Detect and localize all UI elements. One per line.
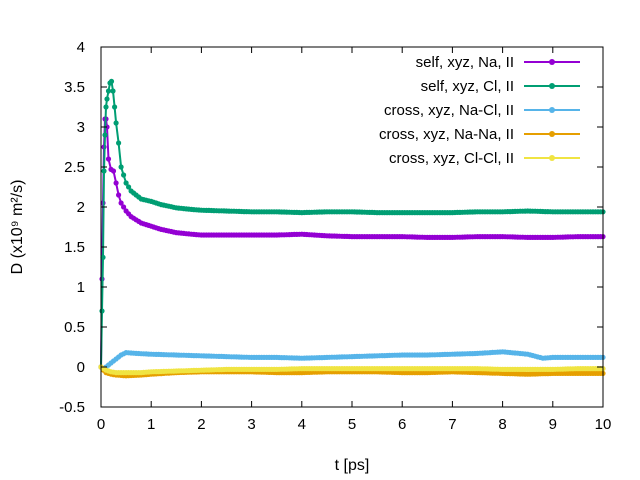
y-tick-label: 0 — [77, 359, 85, 376]
y-tick-label: 1 — [77, 279, 85, 296]
legend-entry: self, xyz, Cl, II — [421, 78, 580, 95]
series-1 — [98, 116, 606, 370]
x-tick-label: 6 — [398, 416, 406, 433]
legend: self, xyz, Na, II self, xyz, Cl, II cross,… — [379, 54, 580, 167]
legend-label: self, xyz, Na, II — [416, 54, 514, 71]
legend-marker — [549, 59, 555, 65]
data-point — [105, 88, 112, 94]
data-point — [118, 200, 124, 206]
legend-label: cross, xyz, Na-Na, II — [379, 126, 514, 143]
data-point — [116, 192, 122, 198]
legend-marker — [549, 107, 555, 113]
x-tick-label: 8 — [498, 416, 506, 433]
legend-marker — [549, 83, 555, 89]
data-point — [118, 164, 124, 170]
data-point — [105, 156, 112, 162]
series-2 — [98, 78, 606, 370]
y-tick-label: 0.5 — [64, 319, 85, 336]
series-4 — [98, 364, 606, 379]
data-point — [116, 140, 122, 146]
series-5 — [98, 364, 606, 376]
legend-label: self, xyz, Cl, II — [421, 78, 514, 95]
y-tick-label: 3 — [77, 119, 85, 136]
data-point — [108, 78, 115, 84]
series-3 — [98, 349, 606, 372]
y-tick-label: 2 — [77, 199, 85, 216]
y-tick-label: -0.5 — [59, 399, 85, 416]
x-tick-label: 9 — [549, 416, 557, 433]
x-tick-label: 1 — [147, 416, 155, 433]
y-tick-label: 4 — [77, 39, 85, 56]
x-axis-title: t [ps] — [335, 457, 370, 474]
y-axis-title: D (x10⁹ m²/s) — [9, 180, 26, 275]
data-point — [103, 104, 109, 110]
x-tick-label: 10 — [595, 416, 612, 433]
series-layer — [98, 78, 606, 379]
data-point — [100, 254, 106, 260]
x-tick-label: 2 — [197, 416, 205, 433]
y-tick-label: 3.5 — [64, 79, 85, 96]
x-tick-label: 0 — [97, 416, 105, 433]
data-point — [113, 180, 119, 186]
x-tick-label: 4 — [298, 416, 306, 433]
data-point — [113, 120, 119, 126]
y-tick-label: 2.5 — [64, 159, 85, 176]
data-point — [101, 168, 107, 174]
data-point — [112, 104, 118, 110]
data-point — [121, 204, 127, 210]
data-point — [110, 88, 116, 94]
legend-entry: cross, xyz, Cl-Cl, II — [389, 150, 580, 167]
data-point — [121, 172, 127, 178]
legend-entry: self, xyz, Na, II — [416, 54, 580, 71]
legend-entry: cross, xyz, Na-Cl, II — [384, 102, 580, 119]
legend-entry: cross, xyz, Na-Na, II — [379, 126, 580, 143]
data-point — [110, 168, 117, 174]
data-point — [99, 308, 105, 314]
legend-marker — [549, 155, 555, 161]
data-point — [123, 180, 129, 186]
x-tick-label: 3 — [247, 416, 255, 433]
x-tick-label: 5 — [348, 416, 356, 433]
axis-ticks: 0 1 2 3 4 5 6 7 8 9 10 -0.5 0 0.5 1 1.5 2 2.5 3 3.5 4 — [59, 39, 611, 433]
data-point — [126, 184, 132, 190]
legend-marker — [549, 131, 555, 137]
x-tick-label: 7 — [448, 416, 456, 433]
legend-label: cross, xyz, Cl-Cl, II — [389, 150, 514, 167]
legend-label: cross, xyz, Na-Cl, II — [384, 102, 514, 119]
y-tick-label: 1.5 — [64, 239, 85, 256]
data-point — [102, 132, 108, 138]
data-point — [104, 96, 110, 102]
